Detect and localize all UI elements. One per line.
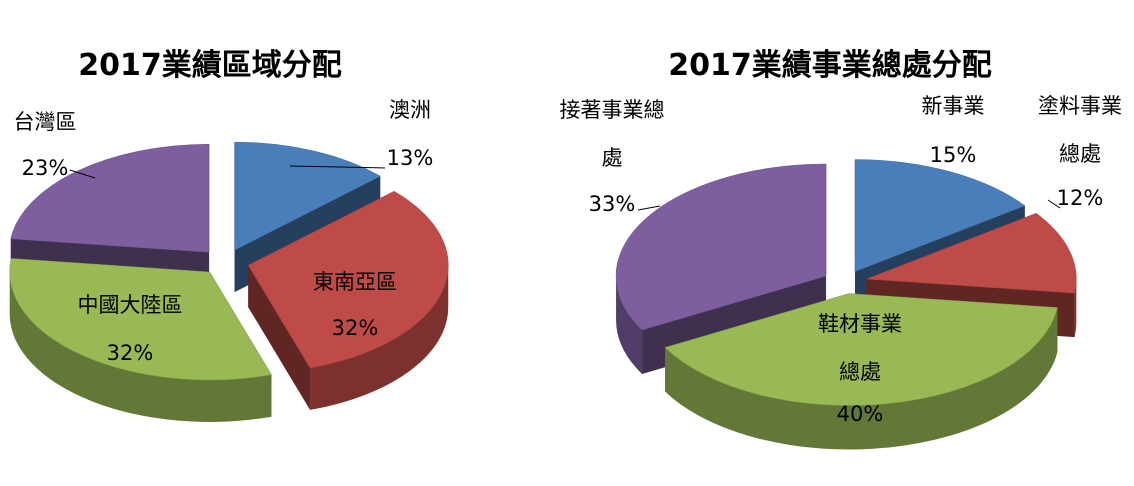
value-label: 32%: [106, 341, 154, 365]
slice-label: 中國大陸區: [77, 293, 183, 317]
leader-line: [289, 165, 386, 169]
slice-label: 東南亞區: [313, 270, 397, 294]
slice-label: 接著事業總處: [559, 98, 665, 170]
slice-label: 新事業: [921, 94, 985, 118]
value-label: 15%: [929, 143, 977, 167]
slice: [234, 141, 381, 251]
slice-label: 澳洲: [389, 98, 431, 122]
slice: [247, 191, 449, 369]
leader-line: [1047, 199, 1061, 209]
value-label: 23%: [21, 156, 69, 180]
slice: [9, 258, 272, 381]
value-label: 13%: [386, 146, 434, 170]
slice: [866, 212, 1077, 294]
slice-side: [248, 265, 311, 410]
value-label: 40%: [836, 402, 884, 426]
slice: [854, 159, 1026, 272]
slice-side: [9, 271, 272, 422]
slice-side: [616, 276, 643, 374]
chart-title: 2017業績事業總處分配: [668, 48, 992, 83]
slice-label: 鞋材事業總處: [818, 312, 902, 384]
slice-label: 台灣區: [13, 110, 77, 134]
leader-line: [69, 169, 96, 179]
slice-side: [665, 307, 1058, 450]
slice: [615, 163, 827, 331]
slice-side: [310, 265, 449, 410]
value-label: 12%: [1056, 186, 1104, 210]
slice-label: 塗料事業總處: [1038, 94, 1122, 166]
slice-side: [1074, 279, 1077, 338]
value-label: 32%: [331, 316, 379, 340]
value-label: 33%: [588, 192, 636, 216]
chart-title: 2017業績區域分配: [78, 48, 342, 83]
slice: [10, 144, 210, 253]
leader-line: [637, 205, 661, 211]
slice: [664, 293, 1058, 406]
